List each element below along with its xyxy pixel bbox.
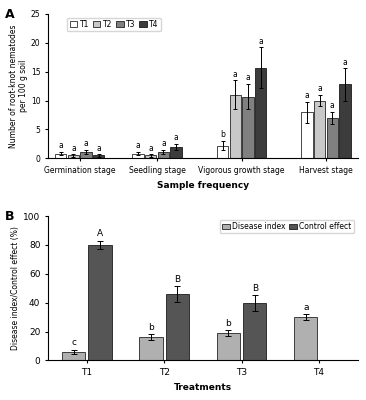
Text: A: A [5,8,14,21]
Bar [88,245,112,360]
Text: a: a [317,84,322,93]
Bar [229,95,241,158]
Text: a: a [136,141,141,150]
Text: a: a [84,139,89,148]
Bar [217,333,240,360]
Y-axis label: Disease index/Control effect (%): Disease index/Control effect (%) [11,226,20,350]
Text: a: a [343,58,347,66]
Text: b: b [148,322,154,332]
Text: a: a [246,73,250,82]
Bar [55,154,66,158]
Bar [158,152,169,158]
Bar [242,96,254,158]
Legend: Disease index, Control effect: Disease index, Control effect [220,220,354,234]
Text: b: b [225,319,231,328]
Bar [294,317,317,360]
Bar [145,156,156,158]
Bar [171,147,182,158]
Y-axis label: Number of root-knot nematodes
per 100 g soil: Number of root-knot nematodes per 100 g … [9,24,28,148]
Bar [243,304,266,360]
X-axis label: Sample frequency: Sample frequency [157,180,249,190]
Text: a: a [148,144,153,153]
Bar [255,68,266,158]
Bar [81,152,92,158]
Text: A: A [97,230,103,238]
Text: a: a [71,144,76,153]
Bar [68,156,79,158]
Text: a: a [58,141,63,150]
Bar [132,154,144,158]
Text: c: c [71,338,76,348]
X-axis label: Treatments: Treatments [174,383,232,392]
Text: a: a [258,37,263,46]
Text: b: b [220,130,225,139]
Bar [93,156,104,158]
Text: a: a [233,70,238,79]
Text: B: B [174,275,180,284]
Bar [217,146,228,158]
Text: a: a [161,139,166,148]
Bar [327,118,338,158]
Text: a: a [330,102,335,110]
Text: B: B [252,284,258,293]
Text: a: a [96,144,101,153]
Legend: T1, T2, T3, T4: T1, T2, T3, T4 [67,18,161,31]
Bar [314,101,325,158]
Text: a: a [174,133,179,142]
Text: B: B [5,210,14,223]
Bar [301,112,313,158]
Bar [339,84,351,158]
Bar [166,294,189,360]
Bar [62,352,85,360]
Text: a: a [305,91,309,100]
Bar [139,337,163,360]
Text: a: a [303,303,309,312]
